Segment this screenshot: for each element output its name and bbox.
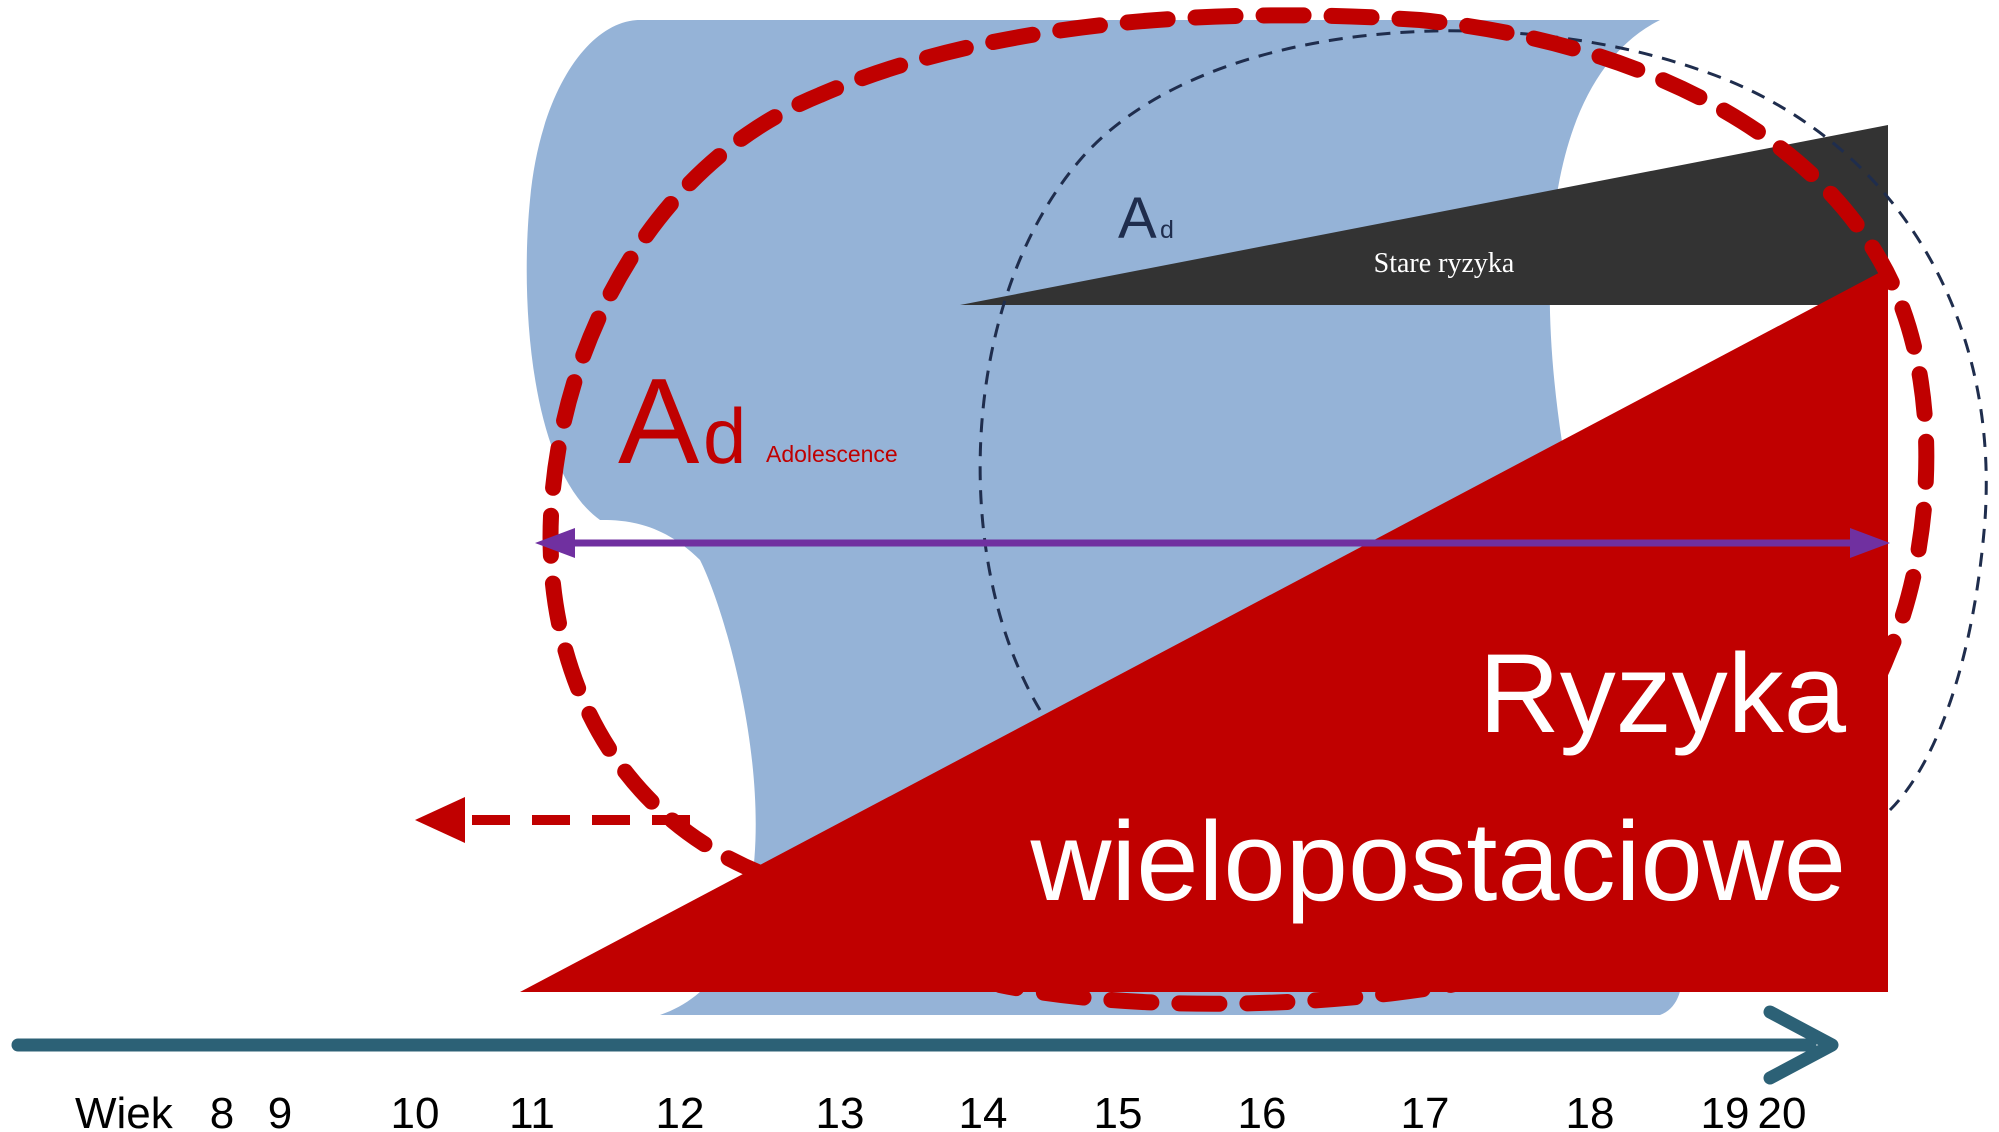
age-tick-label: 20 bbox=[1758, 1089, 1807, 1132]
old-risks-label: Stare ryzyka bbox=[1374, 248, 1515, 279]
ad-big-letter: A bbox=[618, 353, 700, 489]
age-tick-label: 17 bbox=[1401, 1089, 1450, 1132]
age-tick-label: 15 bbox=[1094, 1089, 1143, 1132]
age-axis-ticks: 8 9 10 11 12 13 14 15 16 17 18 19 20 bbox=[210, 1089, 1807, 1132]
age-tick-label: 10 bbox=[391, 1089, 440, 1132]
old-risks-wedge bbox=[960, 125, 1888, 305]
purple-arrow-head-left bbox=[535, 528, 575, 558]
age-tick-label: 14 bbox=[959, 1089, 1008, 1132]
large-dashed-oval bbox=[542, 7, 1935, 1012]
age-tick-label: 11 bbox=[509, 1089, 555, 1132]
ad-big-caption: Adolescence bbox=[766, 441, 898, 467]
ad-big-subscript: d bbox=[703, 392, 746, 480]
age-tick-label: 16 bbox=[1238, 1089, 1287, 1132]
small-dashed-circle bbox=[978, 29, 1988, 812]
age-axis-arrowhead bbox=[1763, 1005, 1839, 1085]
age-tick-label: 12 bbox=[656, 1089, 705, 1132]
age-tick-label: 18 bbox=[1566, 1089, 1615, 1132]
ad-small-subscript: d bbox=[1160, 216, 1174, 244]
age-tick-label: 8 bbox=[210, 1089, 234, 1132]
adolescence-big-label: A d Adolescence bbox=[618, 353, 898, 489]
purple-arrow-head-right bbox=[1850, 528, 1890, 558]
multi-risks-label-line2: wielopostaciowe bbox=[1029, 799, 1846, 924]
age-axis-title: Wiek bbox=[75, 1089, 174, 1132]
age-tick-label: 13 bbox=[816, 1089, 865, 1132]
age-tick-label: 19 bbox=[1701, 1089, 1750, 1132]
purple-span-arrow bbox=[535, 528, 1890, 558]
multi-risks-label-line1: Ryzyka bbox=[1479, 631, 1847, 756]
leftward-dashed-arrow bbox=[415, 797, 690, 843]
leftward-arrow-head bbox=[415, 797, 465, 843]
age-axis: Wiek 8 9 10 11 12 13 14 15 16 17 18 19 20 bbox=[11, 1005, 1839, 1132]
ad-small-letter: A bbox=[1118, 186, 1157, 251]
multi-risks-wedge bbox=[520, 268, 1888, 992]
age-tick-label: 9 bbox=[268, 1089, 292, 1132]
adolescence-small-label: A d bbox=[1118, 186, 1174, 251]
